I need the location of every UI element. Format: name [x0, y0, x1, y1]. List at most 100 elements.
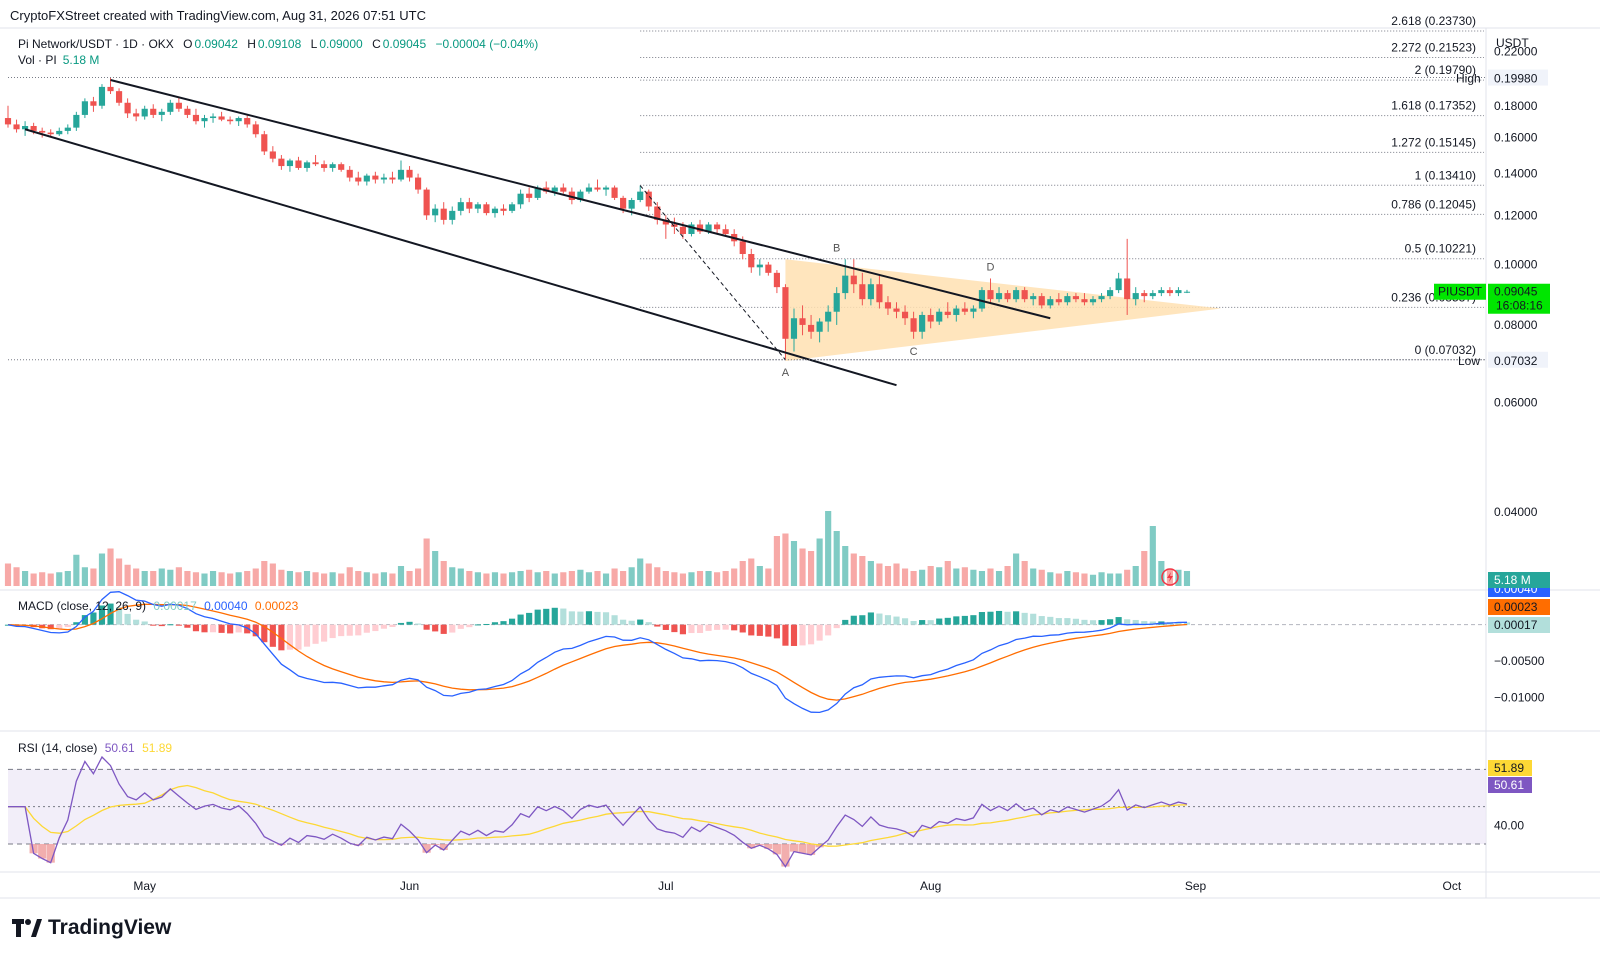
- macd-histogram-bar: [662, 624, 669, 630]
- macd-histogram-bar: [1013, 611, 1020, 625]
- macd-pane: −0.00500 −0.01000 0.00040 0.00023 0.00017: [4, 581, 1550, 714]
- volume-bar: [4, 563, 12, 586]
- candle-body: [1004, 293, 1011, 300]
- volume-bar: [508, 572, 516, 586]
- candle-body: [1013, 290, 1020, 300]
- macd-histogram-bar: [150, 624, 157, 626]
- candle-body: [919, 314, 926, 332]
- volume-bar: [406, 571, 413, 586]
- price-tick-label: 0.16000: [1494, 131, 1538, 145]
- volume-bar: [218, 572, 225, 586]
- candle-body: [978, 290, 986, 309]
- volume-bar: [1124, 569, 1131, 586]
- volume-bar: [372, 573, 379, 586]
- time-tick-label: Jul: [658, 879, 673, 893]
- volume-bar: [987, 568, 994, 586]
- candle-body: [936, 311, 943, 322]
- volume-bar: [816, 538, 823, 586]
- candle-body: [338, 164, 345, 170]
- macd-histogram-bar: [508, 618, 516, 625]
- volume-bar: [389, 573, 396, 586]
- candle-body: [1064, 296, 1071, 303]
- volume-bar: [910, 571, 917, 586]
- volume-bar: [953, 568, 960, 586]
- price-tick-label: 0.08000: [1494, 318, 1538, 332]
- volume-bar: [833, 531, 840, 586]
- candle-body: [244, 118, 251, 125]
- volume-bar: [936, 567, 943, 586]
- rsi-oversold-fill: [781, 844, 790, 867]
- volume-bar: [850, 553, 857, 586]
- candle-body: [1183, 291, 1191, 293]
- macd-histogram-bar: [987, 611, 994, 625]
- volume-bar: [227, 573, 234, 586]
- pattern-point-label: B: [833, 242, 840, 254]
- volume-bar: [64, 571, 71, 586]
- tradingview-logo[interactable]: TradingView: [12, 916, 171, 940]
- volume-bar: [235, 572, 242, 586]
- candle-body: [696, 224, 704, 232]
- drawn-shapes: [785, 259, 1222, 362]
- volume-bar: [252, 568, 259, 586]
- last-price-tag-bg: [1488, 283, 1550, 314]
- macd-histogram-bar: [372, 624, 379, 632]
- macd-histogram-bar: [440, 624, 447, 634]
- rsi-oversold-fill: [422, 844, 431, 853]
- volume-bar: [184, 571, 191, 586]
- macd-tick-label: −0.01000: [1494, 690, 1545, 704]
- volume-bar: [765, 568, 772, 586]
- low-tag-bg: [1488, 351, 1548, 368]
- candle-body: [56, 130, 63, 135]
- macd-histogram-bar: [534, 609, 541, 625]
- rsi-pane: 40.00 51.89 50.61: [8, 755, 1532, 868]
- candle-body: [133, 113, 140, 117]
- candle-body: [286, 160, 294, 167]
- volume-bar: [859, 556, 866, 586]
- volume-bar: [1115, 573, 1122, 586]
- macd-histogram-bar: [526, 612, 533, 625]
- macd-histogram-bar: [329, 624, 336, 639]
- volume-bar: [739, 561, 746, 586]
- volume-bar: [423, 538, 430, 586]
- volume-bar: [543, 571, 550, 586]
- volume-label[interactable]: Vol · PI: [18, 53, 57, 67]
- macd-histogram-bar: [98, 605, 106, 625]
- volume-bar: [457, 568, 464, 586]
- candle-body: [483, 204, 490, 214]
- pattern-point-label: D: [987, 261, 995, 273]
- triangle-pattern: [785, 259, 1222, 362]
- rsi-legend[interactable]: RSI (14, close) 50.61 51.89: [18, 741, 172, 755]
- trendlines: A B C D: [8, 77, 1486, 387]
- candle-body: [551, 187, 558, 192]
- candle-body: [13, 124, 20, 130]
- macd-histogram-bar: [483, 623, 490, 625]
- alert-icon: [1161, 568, 1179, 586]
- volume-bar: [919, 569, 926, 586]
- volume-bar: [167, 569, 174, 586]
- rsi-oversold-fill: [764, 844, 773, 849]
- macd-signal-value: 0.00023: [254, 599, 299, 613]
- volume-tag-value: 5.18 M: [1494, 573, 1531, 587]
- candle-body: [30, 126, 37, 131]
- macd-histogram-bar: [363, 624, 370, 633]
- volume-bar: [1141, 551, 1148, 586]
- macd-histogram-bar: [731, 624, 738, 631]
- macd-histogram-bar: [893, 616, 900, 625]
- volume-bars: [4, 511, 1191, 586]
- high-tag-bg: [1488, 69, 1548, 86]
- volume-bar: [338, 573, 345, 586]
- volume-bar: [927, 566, 934, 586]
- macd-histogram-bar: [995, 610, 1003, 625]
- symbol-title[interactable]: Pi Network/USDT · 1D · OKX: [18, 37, 174, 51]
- candle-body: [449, 210, 456, 220]
- macd-histogram-bar: [688, 624, 695, 634]
- macd-legend[interactable]: MACD (close, 12, 26, 9) 0.00017 0.00040 …: [18, 599, 298, 613]
- macd-histogram-bar: [201, 624, 208, 633]
- macd-histogram-bar: [1089, 620, 1097, 625]
- macd-histogram-bar: [423, 624, 430, 630]
- volume-bar: [1030, 568, 1037, 586]
- candle-body: [295, 160, 302, 168]
- macd-histogram-bar: [64, 624, 71, 628]
- rsi-oversold-fill: [772, 844, 781, 855]
